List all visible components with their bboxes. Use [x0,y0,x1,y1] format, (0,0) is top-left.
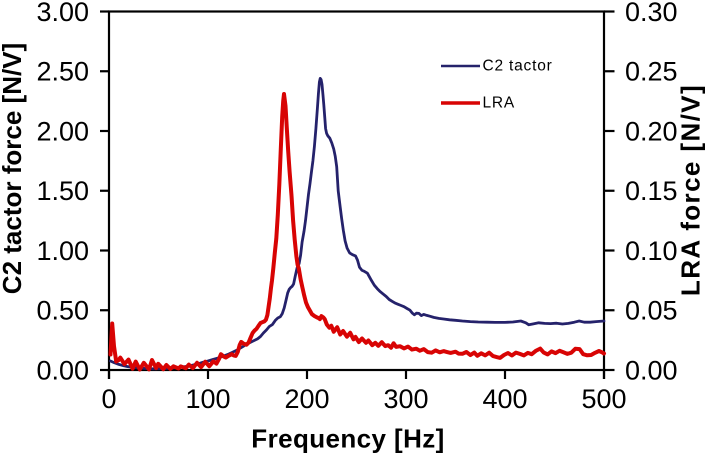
svg-text:500: 500 [581,384,626,414]
svg-text:100: 100 [185,384,230,414]
svg-text:0: 0 [101,384,116,414]
svg-text:2.00: 2.00 [36,116,89,146]
svg-text:0.50: 0.50 [36,296,89,326]
svg-text:0.25: 0.25 [625,57,678,87]
svg-text:0.30: 0.30 [625,0,678,27]
svg-text:C2 tactor: C2 tactor [483,58,553,75]
svg-text:1.00: 1.00 [36,236,89,266]
svg-text:0.05: 0.05 [625,296,678,326]
svg-text:0.10: 0.10 [625,236,678,266]
svg-text:0.00: 0.00 [36,355,89,385]
svg-text:0.00: 0.00 [625,355,678,385]
svg-text:1.50: 1.50 [36,176,89,206]
svg-text:400: 400 [482,384,527,414]
svg-text:LRA force [N/V]: LRA force [N/V] [676,84,706,296]
svg-text:2.50: 2.50 [36,57,89,87]
svg-text:Frequency [Hz]: Frequency [Hz] [251,424,444,454]
svg-text:300: 300 [383,384,428,414]
svg-text:C2 tactor force [N/V]: C2 tactor force [N/V] [0,43,27,294]
svg-text:LRA: LRA [483,95,516,112]
svg-text:0.20: 0.20 [625,116,678,146]
svg-text:3.00: 3.00 [36,0,89,27]
svg-text:0.15: 0.15 [625,176,678,206]
svg-text:200: 200 [284,384,329,414]
